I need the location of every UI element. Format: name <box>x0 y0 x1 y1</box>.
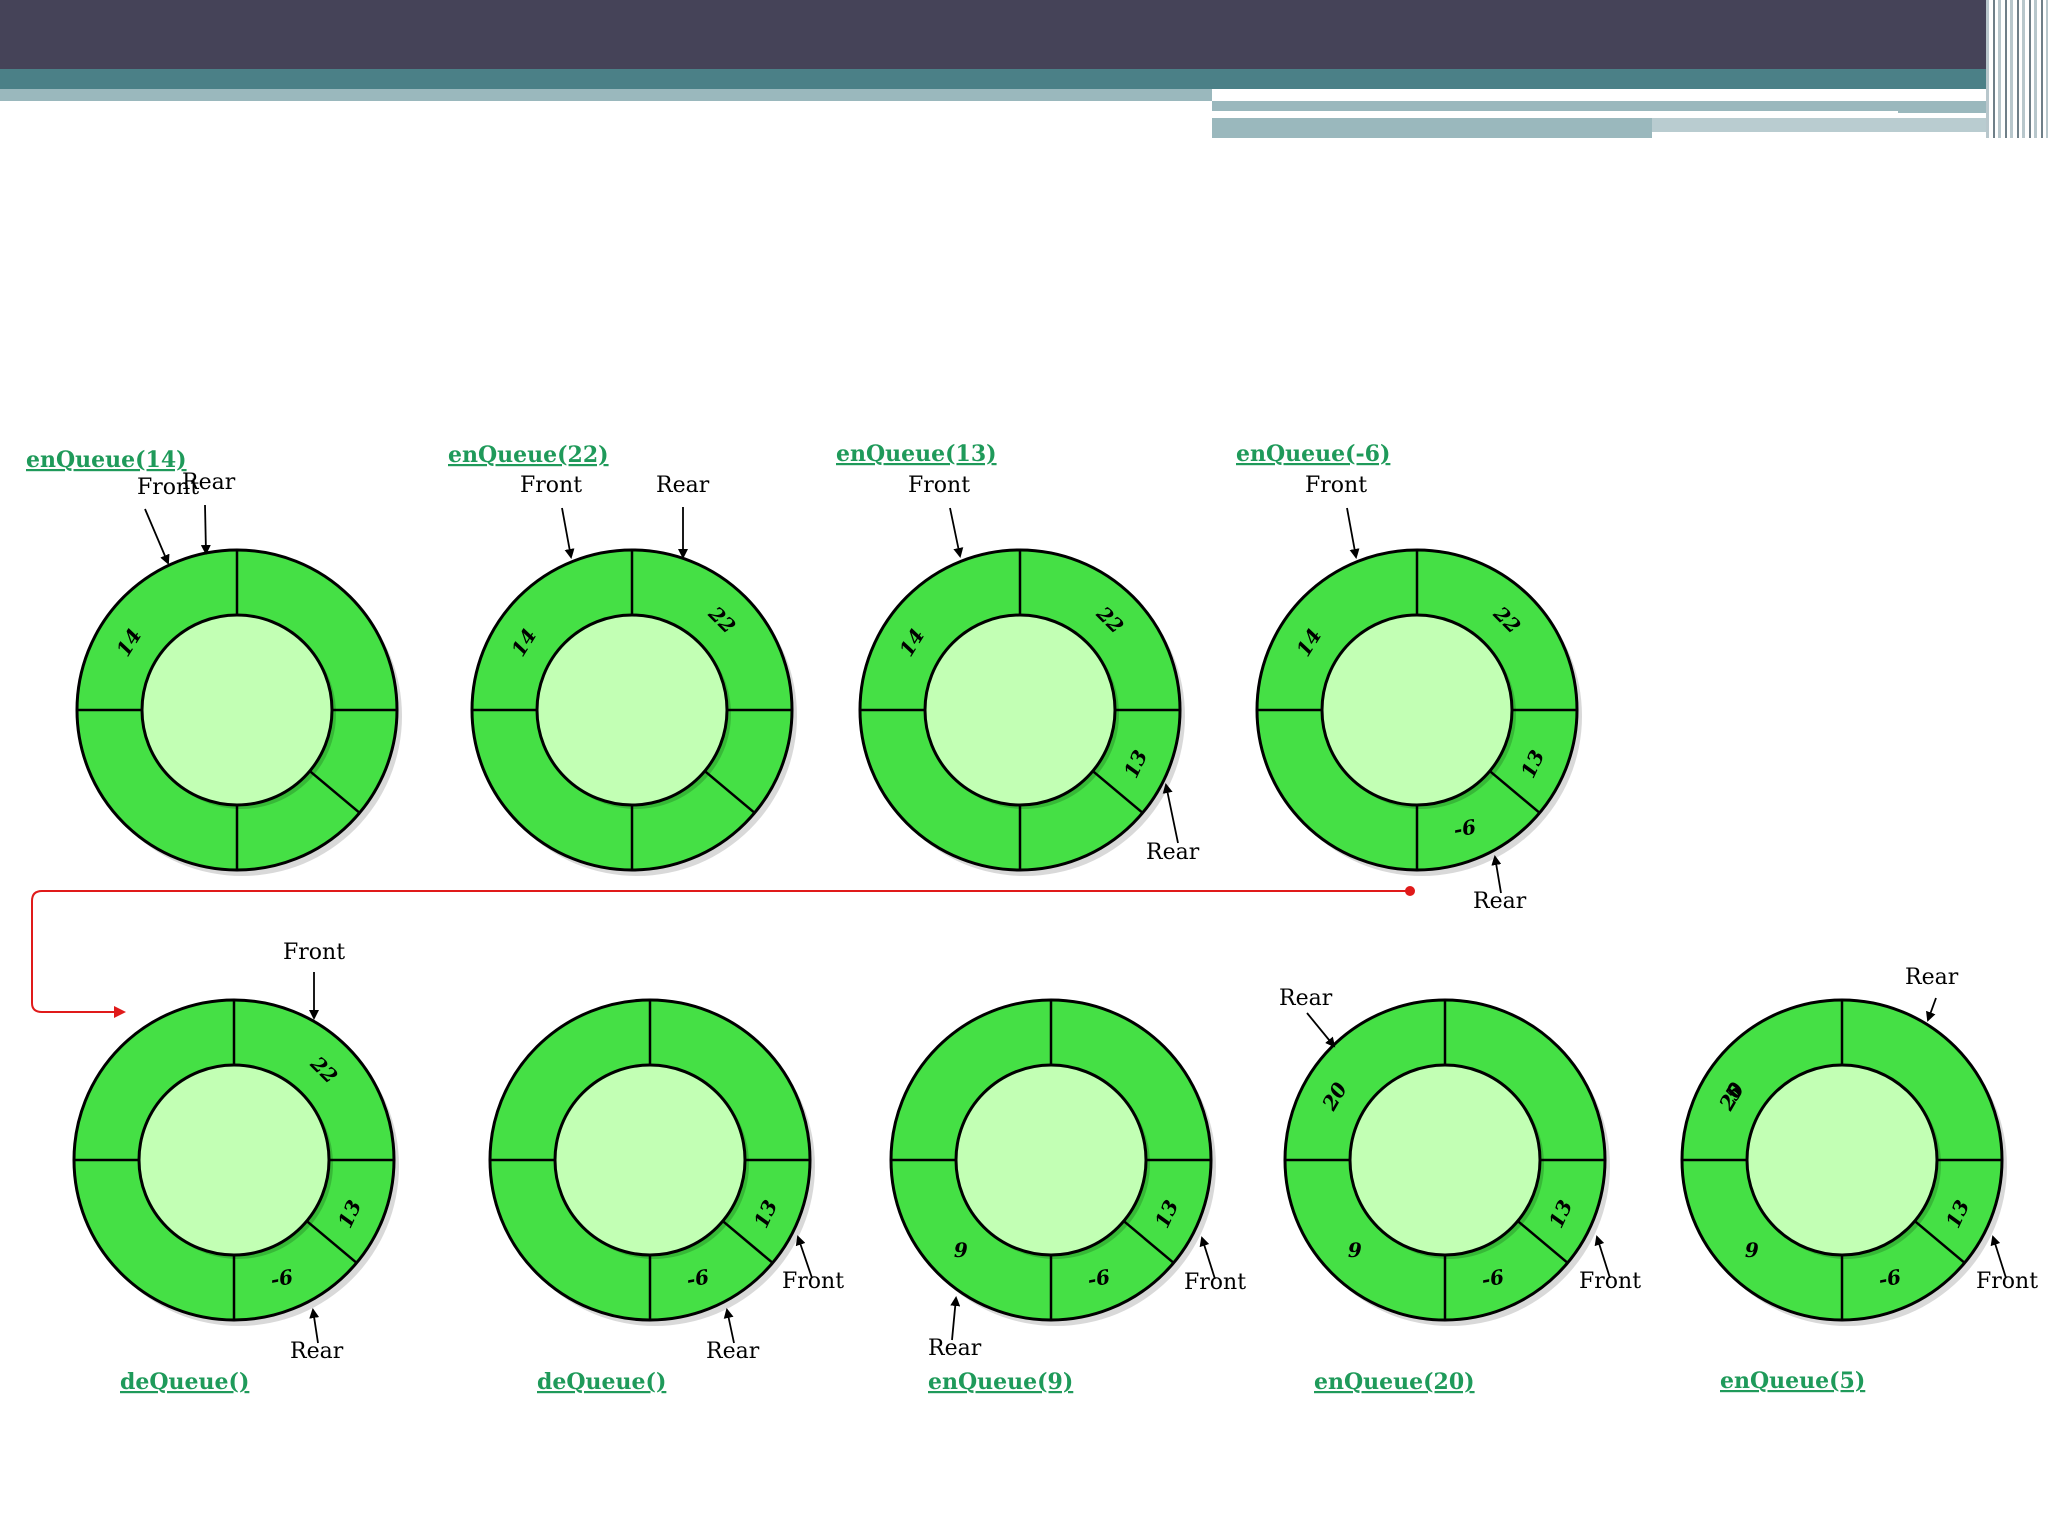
slot-divider <box>1091 770 1144 814</box>
rear-pointer-arrow <box>1491 855 1502 894</box>
rear-pointer-label: Rear <box>182 470 236 495</box>
header-band-right-pale <box>1652 118 2008 132</box>
slot-divider <box>1488 770 1541 814</box>
rear-pointer-arrow <box>950 1296 961 1341</box>
rear-pointer-label: Rear <box>290 1339 344 1364</box>
front-pointer-arrow <box>949 507 964 558</box>
rear-pointer-arrow <box>1162 783 1179 844</box>
slot-divider <box>305 1220 358 1264</box>
rear-pointer-label: Rear <box>1279 986 1333 1011</box>
slot-divider <box>308 770 361 814</box>
operation-label: enQueue(22) <box>448 442 609 468</box>
slot-divider <box>703 770 756 814</box>
inner-circle <box>140 613 334 807</box>
header-bar-dark <box>0 0 2048 69</box>
front-pointer-arrow <box>1199 1236 1216 1280</box>
transition-connector-dot <box>1405 886 1415 896</box>
header-bar-light <box>0 89 1212 101</box>
front-pointer-arrow <box>1594 1235 1611 1279</box>
front-pointer-label: Front <box>1579 1269 1641 1294</box>
front-pointer-arrow <box>561 507 575 559</box>
operation-label: deQueue() <box>537 1369 666 1395</box>
slot-value: -6 <box>685 1264 711 1292</box>
rear-pointer-label: Rear <box>1473 889 1527 914</box>
header-bar-teal <box>0 69 2048 89</box>
inner-circle <box>137 1063 331 1257</box>
inner-circle <box>535 613 729 807</box>
front-pointer-label: Front <box>1305 473 1367 498</box>
front-pointer-label: Front <box>1976 1269 2038 1294</box>
rear-pointer-label: Rear <box>706 1339 760 1364</box>
inner-circle <box>1745 1063 1939 1257</box>
front-pointer-label: Front <box>782 1269 844 1294</box>
slot-divider <box>721 1220 774 1264</box>
slot-value: -6 <box>1086 1264 1112 1292</box>
front-pointer-arrow <box>1346 507 1360 559</box>
front-pointer-arrow <box>1990 1235 2007 1279</box>
header-band-right <box>1212 101 2012 113</box>
slot-divider <box>1122 1220 1175 1264</box>
front-pointer-arrow <box>795 1235 813 1279</box>
header-band-right-lower <box>1212 118 1652 138</box>
front-pointer-label: Front <box>137 475 199 500</box>
inner-circle <box>923 613 1117 807</box>
slot-value: 9 <box>1745 1238 1759 1262</box>
front-pointer-arrow <box>144 508 170 565</box>
rear-pointer-label: Rear <box>656 473 710 498</box>
slot-value: 9 <box>954 1238 968 1262</box>
inner-circle <box>1348 1063 1542 1257</box>
rear-pointer-label: Rear <box>1905 965 1959 990</box>
rear-pointer-arrow <box>723 1308 735 1344</box>
rear-pointer-label: Rear <box>928 1336 982 1361</box>
queue-rings: 14enQueue(14)FrontRear1422enQueue(22)Fro… <box>26 441 2038 1395</box>
operation-label: enQueue(9) <box>928 1369 1073 1395</box>
front-pointer-label: Front <box>520 473 582 498</box>
slot-value: -6 <box>269 1264 295 1292</box>
slot-value: -6 <box>1480 1264 1506 1292</box>
inner-circle <box>954 1063 1148 1257</box>
front-pointer-label: Front <box>283 940 345 965</box>
rear-pointer-arrow <box>309 1308 320 1344</box>
rear-pointer-arrow <box>200 504 211 555</box>
rear-pointer-label: Rear <box>1146 840 1200 865</box>
operation-label: enQueue(20) <box>1314 1369 1475 1395</box>
operation-label: deQueue() <box>120 1369 249 1395</box>
transition-connector <box>31 890 1410 1018</box>
operation-label: enQueue(14) <box>26 447 187 473</box>
operation-label: enQueue(5) <box>1720 1368 1865 1394</box>
slot-value: -6 <box>1452 814 1478 842</box>
rear-pointer-arrow <box>1926 997 1937 1022</box>
slot-value: -6 <box>1877 1264 1903 1292</box>
operation-label: enQueue(13) <box>836 441 997 467</box>
header-stripes <box>1986 0 2048 138</box>
slot-value: 9 <box>1348 1238 1362 1262</box>
front-pointer-label: Front <box>908 473 970 498</box>
inner-circle <box>553 1063 747 1257</box>
front-pointer-label: Front <box>1184 1270 1246 1295</box>
inner-circle <box>1320 613 1514 807</box>
operation-label: enQueue(-6) <box>1236 441 1390 467</box>
slot-divider <box>1913 1220 1966 1264</box>
rear-pointer-arrow <box>1306 1012 1336 1048</box>
header-line-right <box>1212 111 1898 116</box>
slot-divider <box>1516 1220 1569 1264</box>
